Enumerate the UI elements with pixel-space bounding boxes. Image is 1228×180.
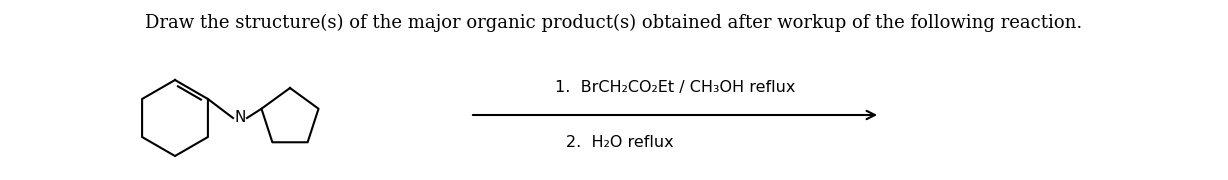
Text: Draw the structure(s) of the major organic product(s) obtained after workup of t: Draw the structure(s) of the major organ…	[145, 14, 1083, 32]
Text: 2.  H₂O reflux: 2. H₂O reflux	[566, 135, 674, 150]
Text: N: N	[235, 111, 246, 125]
Text: 1.  BrCH₂CO₂Et / CH₃OH reflux: 1. BrCH₂CO₂Et / CH₃OH reflux	[555, 80, 796, 95]
